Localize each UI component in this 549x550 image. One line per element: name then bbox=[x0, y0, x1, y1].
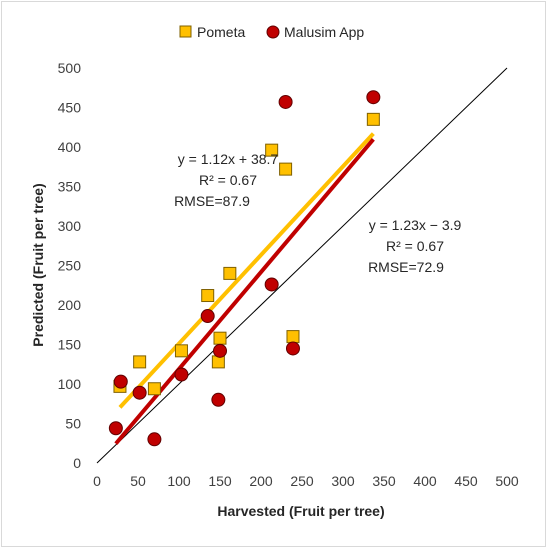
y-tick-label: 500 bbox=[58, 60, 82, 76]
trendline-pometa bbox=[118, 132, 375, 409]
malusim-point bbox=[147, 432, 162, 447]
points-layer bbox=[108, 90, 381, 447]
pometa-point bbox=[223, 266, 237, 280]
x-tick-label: 250 bbox=[290, 473, 314, 489]
pometa-point bbox=[147, 382, 161, 396]
y-tick-label: 100 bbox=[58, 376, 82, 392]
malusim-point bbox=[132, 385, 147, 400]
annotation-pometa: y = 1.12x + 38.7 R² = 0.67 RMSE=87.9 bbox=[174, 151, 278, 209]
x-tick-label: 300 bbox=[331, 473, 355, 489]
x-axis-title: Harvested (Fruit per tree) bbox=[217, 503, 384, 519]
ticks-layer: 0 50 100 150 200 250 300 350 400 450 500 0 50 100 150 2… bbox=[58, 60, 519, 489]
annotation-malusim-r2: R² = 0.67 bbox=[386, 238, 444, 254]
annotation-malusim: y = 1.23x − 3.9 R² = 0.67 RMSE=72.9 bbox=[368, 217, 461, 275]
pometa-point bbox=[213, 331, 227, 345]
y-tick-label: 200 bbox=[58, 297, 82, 313]
y-tick-label: 450 bbox=[58, 100, 82, 116]
y-tick-label: 300 bbox=[58, 218, 82, 234]
malusim-point bbox=[278, 94, 293, 109]
y-tick-label: 50 bbox=[65, 416, 81, 432]
malusim-point bbox=[213, 343, 227, 358]
pometa-point bbox=[366, 112, 380, 126]
malusim-point bbox=[211, 392, 226, 407]
y-tick-label: 250 bbox=[58, 258, 82, 274]
y-tick-label: 0 bbox=[73, 455, 81, 471]
pometa-point bbox=[133, 355, 147, 369]
malusim-point bbox=[200, 309, 215, 324]
y-axis-title: Predicted (Fruit per tree) bbox=[30, 183, 46, 346]
annotation-malusim-rmse: RMSE=72.9 bbox=[368, 259, 444, 275]
annotation-pometa-rmse: RMSE=87.9 bbox=[174, 193, 250, 209]
malusim-point bbox=[113, 374, 128, 389]
x-tick-label: 100 bbox=[167, 473, 191, 489]
pometa-point bbox=[286, 330, 300, 344]
pometa-point bbox=[201, 289, 215, 303]
pometa-point bbox=[211, 355, 225, 369]
pometa-point bbox=[174, 344, 188, 358]
malusim-point bbox=[108, 421, 123, 436]
annotation-malusim-equation: y = 1.23x − 3.9 bbox=[369, 217, 462, 233]
x-tick-label: 500 bbox=[495, 473, 519, 489]
x-tick-label: 50 bbox=[130, 473, 146, 489]
pometa-point bbox=[279, 162, 293, 176]
malusim-point bbox=[366, 90, 381, 105]
legend-marker-malusim bbox=[266, 25, 280, 39]
y-tick-label: 150 bbox=[58, 337, 82, 353]
legend-marker-pometa bbox=[179, 25, 192, 38]
annotation-pometa-r2: R² = 0.67 bbox=[199, 172, 257, 188]
lines-layer bbox=[96, 67, 508, 464]
y-tick-label: 400 bbox=[58, 139, 82, 155]
legend-label-malusim: Malusim App bbox=[284, 24, 364, 40]
one-to-one-line bbox=[96, 67, 508, 464]
x-tick-label: 350 bbox=[372, 473, 396, 489]
x-tick-label: 0 bbox=[93, 473, 101, 489]
x-tick-label: 400 bbox=[413, 473, 437, 489]
x-tick-label: 200 bbox=[249, 473, 273, 489]
malusim-point bbox=[264, 277, 279, 292]
x-tick-label: 150 bbox=[208, 473, 232, 489]
annotation-pometa-equation: y = 1.12x + 38.7 bbox=[178, 151, 279, 167]
pometa-point bbox=[265, 143, 279, 157]
malusim-point bbox=[174, 367, 189, 382]
x-tick-label: 450 bbox=[454, 473, 478, 489]
y-tick-label: 350 bbox=[58, 179, 82, 195]
legend: Pometa Malusim App bbox=[179, 24, 364, 40]
legend-label-pometa: Pometa bbox=[197, 24, 245, 40]
malusim-point bbox=[285, 341, 300, 356]
